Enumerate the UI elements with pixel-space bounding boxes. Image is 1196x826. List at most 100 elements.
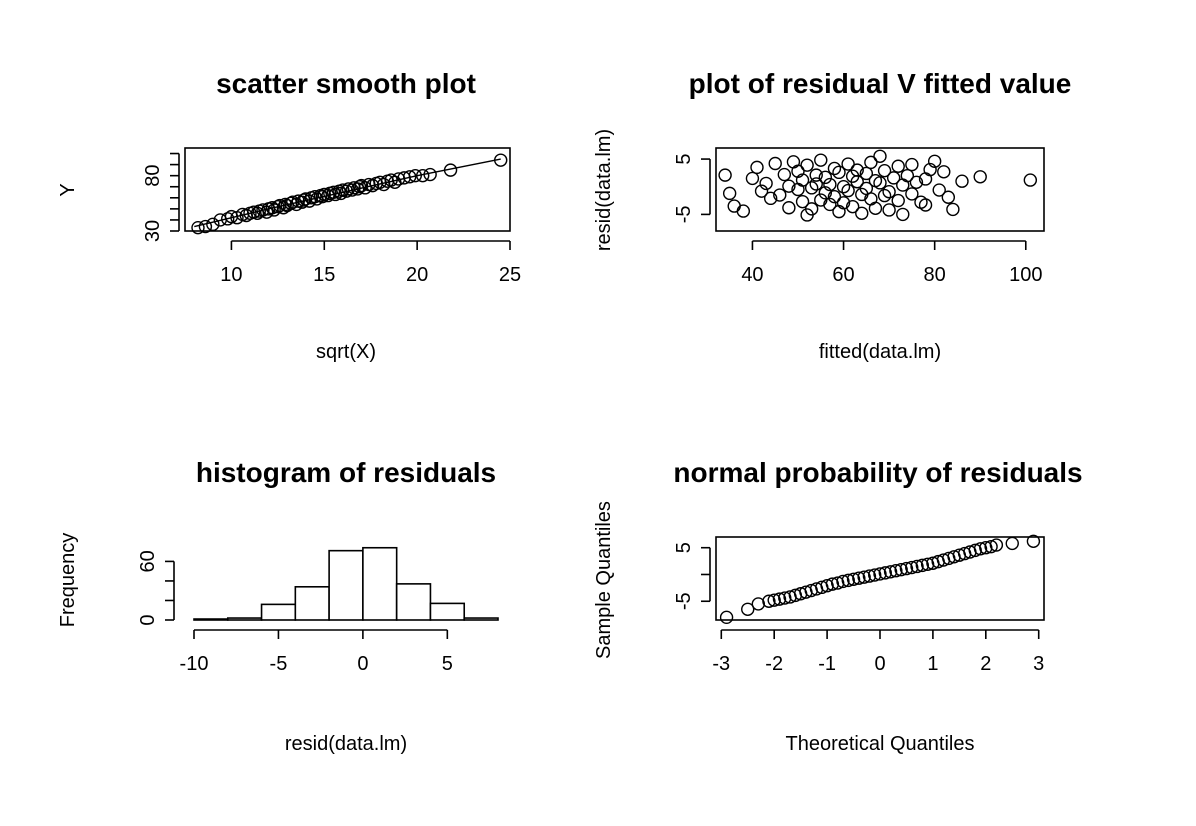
data-point: [736, 204, 751, 218]
data-point: [782, 201, 796, 215]
panel-histogram: histogram of residuals -10 -5 0 5 0 60 resid…: [57, 457, 499, 755]
data-point: [857, 570, 871, 584]
data-point: [719, 610, 734, 625]
data-point: [862, 569, 877, 583]
data-point: [868, 201, 883, 216]
data-point: [284, 196, 298, 211]
panel4-y-axis: -5 5: [673, 542, 711, 610]
histogram-bar: [429, 602, 466, 621]
data-point: [265, 201, 279, 215]
x-tick-label: 80: [924, 264, 946, 286]
x-tick-label: 1: [927, 653, 938, 675]
data-point: [955, 174, 969, 188]
data-point: [923, 162, 937, 177]
data-point: [846, 572, 861, 587]
data-point: [910, 559, 924, 574]
y-tick-label: -5: [673, 206, 695, 224]
data-point: [772, 592, 787, 606]
panel1-title: scatter smooth plot: [216, 68, 476, 99]
histogram-bar: [362, 546, 398, 621]
data-point: [809, 168, 823, 182]
data-point: [315, 189, 330, 204]
data-point: [308, 189, 322, 204]
data-point: [855, 206, 869, 220]
x-tick-label: 5: [442, 653, 453, 675]
data-point: [351, 182, 365, 196]
histogram-bar: [226, 617, 263, 621]
data-point: [868, 568, 882, 582]
data-point: [900, 168, 915, 183]
data-point: [891, 159, 905, 173]
data-point: [905, 157, 919, 172]
panel1-y-axis: 30 80: [142, 152, 180, 242]
data-point: [271, 199, 285, 214]
data-point: [984, 539, 998, 554]
data-point: [841, 183, 855, 198]
data-point: [768, 156, 782, 171]
data-point: [836, 196, 851, 210]
data-point: [946, 202, 960, 217]
panel4-x-label: Theoretical Quantiles: [786, 733, 975, 755]
data-point: [778, 591, 792, 605]
panel4-x-axis: -3 -2 -1 0 1 2 3: [712, 629, 1044, 675]
panel3-x-label: resid(data.lm): [285, 733, 407, 755]
data-point: [915, 558, 930, 573]
data-point: [827, 161, 842, 176]
panel-residual-vs-fitted: plot of residual V fitted value 40 60 80 10…: [593, 68, 1071, 363]
data-point: [818, 186, 833, 200]
data-point: [905, 560, 919, 575]
panel3-y-label: Frequency: [57, 533, 79, 628]
data-point: [873, 567, 887, 581]
data-point: [773, 188, 787, 202]
data-point: [494, 153, 508, 167]
data-point: [1023, 173, 1038, 187]
y-tick-label: 5: [673, 154, 695, 165]
data-point: [968, 543, 982, 558]
panel3-y-axis: 0 60: [137, 550, 175, 626]
data-point: [722, 186, 737, 201]
data-point: [859, 166, 874, 181]
data-point: [827, 189, 842, 204]
data-point: [886, 171, 901, 185]
data-point: [830, 576, 845, 590]
x-tick-label: 0: [874, 653, 885, 675]
data-point: [403, 170, 417, 184]
panel1-points: [191, 153, 508, 235]
data-point: [745, 171, 760, 186]
data-point: [741, 602, 755, 616]
data-point: [763, 191, 778, 206]
data-point: [873, 149, 887, 164]
data-point: [882, 203, 896, 217]
data-point: [852, 571, 866, 585]
data-point: [889, 564, 903, 578]
x-tick-label: 40: [741, 264, 763, 286]
x-tick-label: 10: [220, 264, 242, 286]
data-point: [927, 154, 942, 168]
data-point: [198, 219, 213, 234]
y-tick-label: 30: [142, 220, 164, 242]
data-point: [894, 562, 908, 577]
data-point: [795, 173, 810, 187]
data-point: [973, 170, 987, 184]
panel1-x-label: sqrt(X): [316, 341, 376, 363]
x-tick-label: 20: [406, 264, 428, 286]
panel2-y-label: resid(data.lm): [593, 129, 615, 251]
data-point: [832, 165, 846, 180]
data-point: [820, 579, 834, 593]
data-point: [786, 155, 801, 169]
panel4-plot-frame: [715, 536, 1045, 621]
data-point: [754, 184, 769, 198]
data-point: [864, 155, 878, 170]
data-point: [408, 168, 422, 183]
data-point: [825, 577, 840, 591]
panel-normal-probability: normal probability of residuals -3 -2 -1 0 1…: [593, 457, 1083, 755]
data-point: [989, 538, 1004, 552]
x-tick-label: 0: [357, 653, 368, 675]
data-point: [878, 566, 892, 580]
data-point: [727, 199, 741, 213]
data-point: [920, 557, 935, 572]
data-point: [1026, 534, 1041, 548]
panel3-title: histogram of residuals: [196, 457, 496, 488]
x-tick-label: -1: [818, 653, 836, 675]
